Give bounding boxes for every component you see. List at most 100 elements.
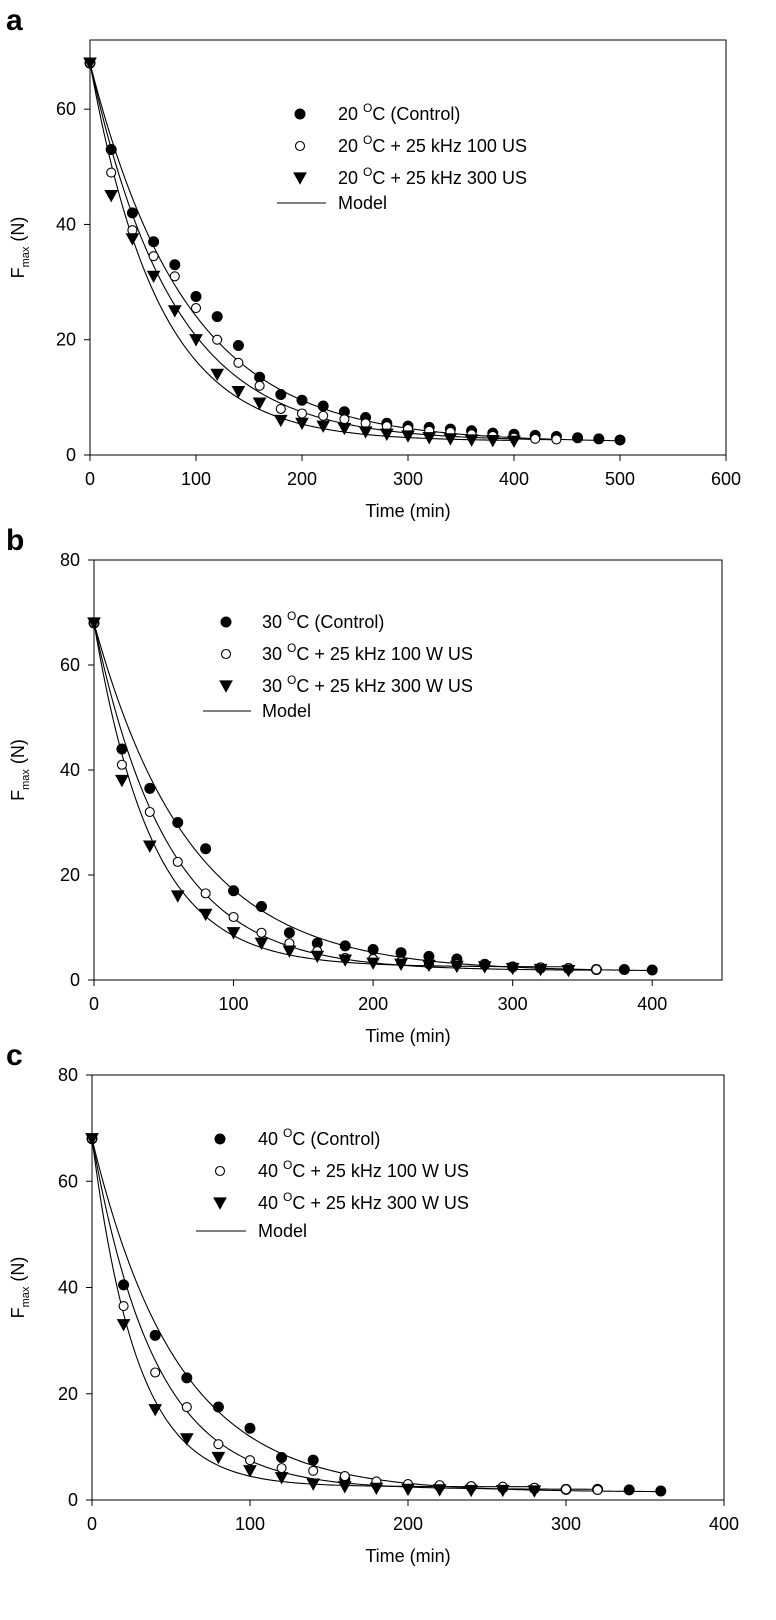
data-point — [256, 927, 267, 938]
data-point — [169, 259, 181, 271]
legend-marker — [214, 1133, 226, 1145]
y-axis-label-sub: max — [20, 769, 32, 790]
x-axis-label: Time (min) — [365, 1026, 450, 1046]
data-point — [189, 334, 203, 347]
x-tick-label: 600 — [711, 469, 741, 489]
legend-label-text: C (Control) — [296, 612, 384, 632]
data-point — [306, 1478, 321, 1491]
data-point — [464, 1484, 479, 1498]
data-point — [181, 1372, 193, 1384]
data-point — [422, 432, 437, 445]
legend-label-number: 30 — [262, 644, 287, 664]
x-axis-label: Time (min) — [365, 501, 450, 521]
legend-label-number: 40 — [258, 1129, 283, 1149]
data-point — [167, 305, 182, 318]
x-tick-label: 100 — [235, 1514, 265, 1534]
data-point — [87, 617, 101, 630]
legend-label: 30 OC + 25 kHz 100 W US — [262, 641, 473, 664]
legend-label: 30 OC (Control) — [262, 609, 384, 632]
y-tick-label: 20 — [58, 1384, 78, 1404]
legend-marker — [220, 648, 232, 660]
legend-label-superscript: O — [283, 1190, 292, 1204]
y-tick-label: 40 — [60, 760, 80, 780]
data-point — [149, 1329, 161, 1341]
legend-model-label: Model — [258, 1221, 307, 1241]
data-point — [210, 368, 225, 382]
data-point — [276, 1452, 288, 1463]
x-tick-label: 300 — [551, 1514, 581, 1534]
data-point — [116, 1319, 131, 1332]
data-point — [395, 947, 407, 959]
legend-label-number: 30 — [262, 612, 287, 632]
data-point — [142, 840, 157, 853]
data-point — [477, 961, 492, 974]
legend-marker — [214, 1165, 226, 1177]
x-tick-label: 0 — [89, 994, 99, 1014]
data-point — [118, 1301, 129, 1312]
data-point — [211, 311, 223, 323]
data-point — [212, 1401, 224, 1413]
data-point — [316, 420, 331, 433]
data-point — [591, 964, 602, 975]
data-point — [296, 408, 308, 419]
data-point — [200, 888, 211, 899]
y-axis-label-main: F — [8, 790, 28, 801]
legend-label-superscript: O — [363, 133, 372, 147]
data-point — [231, 385, 246, 399]
x-tick-label: 500 — [605, 469, 635, 489]
panel-b: b 0 100 200 300 400 0 20 40 60 80 Time (min) Fmax (N… — [6, 524, 723, 1046]
y-tick-label: 60 — [58, 1171, 78, 1191]
data-point — [307, 1454, 319, 1466]
legend-label: 30 OC + 25 kHz 300 W US — [262, 673, 473, 696]
data-point — [507, 435, 521, 448]
data-point — [283, 927, 295, 939]
legend-label-superscript: O — [287, 673, 296, 687]
plot-frame — [89, 39, 727, 456]
data-point — [318, 410, 329, 421]
data-point — [125, 233, 140, 246]
data-point — [172, 817, 184, 828]
data-point — [358, 426, 373, 439]
legend-label-text: C + 25 kHz 100 W US — [292, 1161, 469, 1181]
y-tick-label: 40 — [58, 1278, 78, 1298]
y-axis-label-main: F — [8, 267, 28, 278]
legend-label: 20 OC + 25 kHz 100 US — [338, 133, 527, 156]
data-point — [181, 1401, 192, 1413]
data-point — [244, 1422, 256, 1434]
data-point — [401, 430, 415, 443]
x-tick-label: 200 — [393, 1514, 423, 1534]
legend-marker — [293, 172, 307, 185]
y-axis-label-main: F — [8, 1307, 28, 1318]
data-point — [614, 434, 626, 446]
data-point — [485, 434, 500, 448]
legend-marker — [219, 680, 233, 693]
y-axis-label-sub: max — [20, 1286, 32, 1307]
y-tick-label: 0 — [70, 970, 80, 990]
data-point — [83, 57, 97, 70]
legend-label-superscript: O — [287, 641, 296, 655]
panel-c: c 0 100 200 300 400 0 20 40 60 80 Time (min) Fmax (N… — [6, 1039, 739, 1566]
data-point — [296, 394, 308, 406]
data-point — [126, 207, 138, 219]
legend-label: 40 OC + 25 kHz 100 W US — [258, 1158, 469, 1181]
y-tick-label: 60 — [60, 655, 80, 675]
y-axis-label-unit: (N) — [8, 217, 28, 247]
y-axis-label: Fmax (N) — [8, 1257, 32, 1319]
legend-label-number: 40 — [258, 1193, 283, 1213]
data-point — [572, 432, 584, 444]
legend-label-superscript: O — [283, 1126, 292, 1140]
legend-label: 40 OC (Control) — [258, 1126, 380, 1149]
data-point — [449, 960, 464, 974]
legend-label-text: C + 25 kHz 100 W US — [296, 644, 473, 664]
model-curve — [89, 62, 557, 441]
legend-label-text: C + 25 kHz 100 US — [372, 136, 527, 156]
y-tick-label: 20 — [60, 865, 80, 885]
data-point — [337, 1481, 352, 1494]
legend-label-superscript: O — [363, 101, 372, 115]
data-point — [213, 1439, 224, 1450]
panel-letter: a — [6, 4, 23, 37]
data-point — [339, 940, 351, 952]
data-point — [366, 957, 380, 970]
legend-label-number: 20 — [338, 136, 363, 156]
legend-label-number: 40 — [258, 1161, 283, 1181]
